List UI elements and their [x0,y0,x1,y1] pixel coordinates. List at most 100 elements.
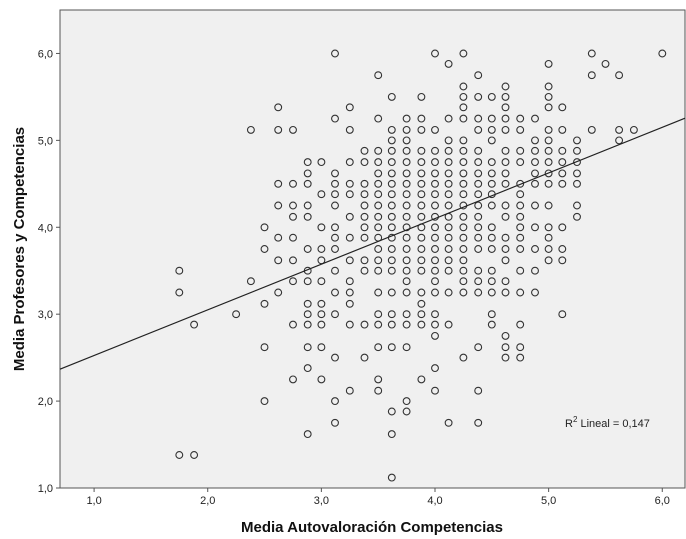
data-point [175,288,184,297]
data-point [444,114,453,123]
data-point [387,473,396,482]
data-point [345,190,354,199]
data-point [516,158,525,167]
data-point [544,223,553,232]
data-point [374,375,383,384]
data-point [444,136,453,145]
data-point [303,169,312,178]
data-point [431,190,439,199]
data-point [431,320,439,329]
y-tick-label: 1,0 [38,483,53,495]
data-point [417,114,426,123]
data-point [175,451,184,459]
data-point [431,277,439,286]
data-point [360,233,369,242]
data-point [402,310,411,319]
x-tick-label: 3,0 [314,495,329,507]
data-point [387,146,396,155]
data-point [303,320,312,329]
data-point [531,114,539,123]
data-point [331,114,339,123]
data-point [474,277,483,286]
data-point [459,245,468,253]
data-point [431,158,439,167]
data-point [190,451,199,459]
data-point [474,125,483,134]
data-point [459,49,468,58]
fit-line [59,117,686,370]
data-point [360,179,369,188]
data-point [658,49,667,58]
data-point [487,179,496,188]
data-point [474,169,483,178]
data-point [345,125,354,134]
data-point [558,146,567,155]
data-point [387,212,396,221]
data-point [444,256,453,265]
data-point [260,343,269,352]
data-point [587,71,596,80]
data-point [260,397,269,406]
data-point [360,146,369,155]
data-point [459,212,468,221]
data-point [387,125,396,134]
data-point [459,158,468,167]
x-axis: 1,0 2,0 3,0 4,0 5,0 6,0 [86,488,670,507]
x-tick-label: 2,0 [200,495,215,507]
data-point [402,190,411,199]
data-point [360,353,369,362]
data-point [474,266,483,275]
data-point [544,201,553,210]
data-point [516,353,525,362]
data-point [274,103,283,112]
data-point [487,201,496,210]
data-point [387,320,396,329]
data-point [387,201,396,210]
data-point [331,245,339,253]
data-point [374,212,383,221]
data-point [573,158,581,167]
data-point [444,179,453,188]
data-point [544,179,553,188]
data-point [360,256,369,265]
data-point [444,233,453,242]
data-point [531,179,539,188]
data-point [459,277,468,286]
data-point [232,310,241,319]
data-point [431,331,439,340]
data-point [417,190,426,199]
data-point [260,245,269,253]
data-point [431,310,439,319]
data-point [289,375,297,384]
data-point [274,201,283,210]
data-point [331,288,339,297]
data-point [501,92,510,101]
data-point [459,146,468,155]
data-point [345,233,354,242]
data-point [459,288,468,297]
data-point [402,397,411,406]
data-point [516,266,525,275]
data-point [331,233,339,242]
data-point [303,364,312,373]
data-point [387,288,396,297]
data-point [246,125,255,134]
data-point [558,158,567,167]
y-tick-label: 4,0 [38,222,53,234]
data-point [459,256,468,265]
data-point [544,59,553,68]
data-point [374,71,383,80]
data-point [345,212,354,221]
data-point [402,343,411,352]
data-point [573,136,581,145]
data-point [374,169,383,178]
data-point [487,245,496,253]
data-point [417,169,426,178]
data-point [387,179,396,188]
data-point [331,49,339,58]
data-point [487,233,496,242]
data-point [374,310,383,319]
data-point [417,125,426,134]
data-point [531,223,539,232]
